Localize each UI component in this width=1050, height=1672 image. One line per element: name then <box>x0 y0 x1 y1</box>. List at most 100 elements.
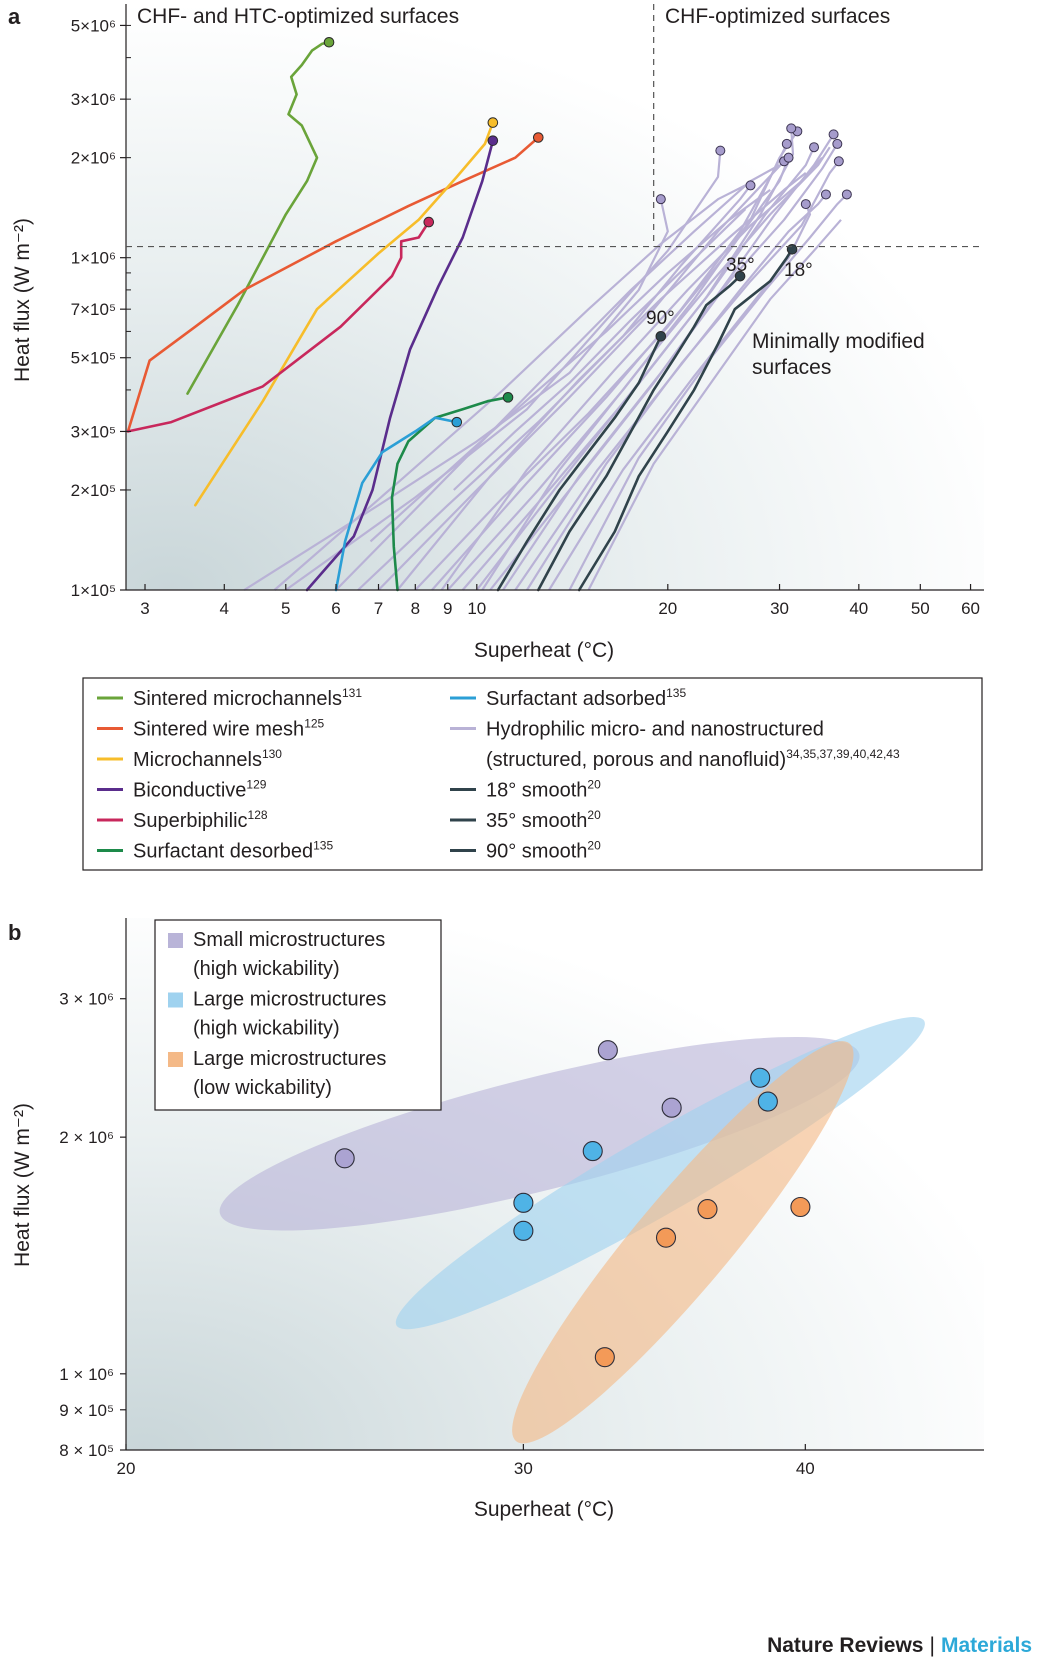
legend-swatch-large-high <box>168 992 183 1008</box>
legend-label: Surfactant adsorbed135 <box>486 686 686 710</box>
x-tick-label: 6 <box>331 599 340 618</box>
y-tick-label: 9 × 10⁵ <box>59 1401 114 1420</box>
region-label-minimal-1: Minimally modified <box>752 330 925 353</box>
panel-b-legend: Small microstructures (high wickability) L… <box>168 929 386 1099</box>
data-point-large-high <box>582 1141 603 1162</box>
hydrophilic-chf-marker <box>809 142 820 153</box>
legend-label-sub: (high wickability) <box>193 1018 340 1040</box>
chf-marker-sintered-microchannels <box>323 36 335 48</box>
y-tick-label: 2×10⁶ <box>71 149 116 168</box>
panel-b-y-ticks: 8 × 10⁵ 9 × 10⁵ 1 × 10⁶ 2 × 10⁶ 3 × 10⁶ <box>59 990 126 1460</box>
panel-b-y-axis-label: Heat flux (W m⁻²) <box>11 1103 34 1267</box>
data-point-large-high <box>513 1220 534 1241</box>
data-point-large-high <box>513 1192 534 1213</box>
legend-label: 35° smooth20 <box>486 808 601 832</box>
y-tick-label: 7×10⁵ <box>71 300 116 319</box>
legend-swatch-small-high <box>168 933 183 948</box>
journal-name: Nature Reviews <box>767 1634 924 1657</box>
journal-footer: Nature Reviews | Materials <box>767 1634 1032 1658</box>
data-point-large-low <box>655 1227 677 1248</box>
panel-a-letter: a <box>8 4 21 29</box>
hydrophilic-chf-marker <box>655 194 666 205</box>
hydrophilic-chf-marker <box>833 156 844 167</box>
x-tick-label: 4 <box>220 599 229 618</box>
chf-marker-surfactant-adsorbed <box>451 416 463 428</box>
chf-marker-smooth <box>734 270 746 282</box>
hydrophilic-curve <box>526 160 840 591</box>
legend-label: 18° smooth20 <box>486 778 601 802</box>
group-ellipse-small-high <box>219 1036 860 1231</box>
data-point-large-low <box>697 1199 718 1220</box>
hydrophilic-chf-marker <box>715 145 726 156</box>
x-tick-label: 8 <box>411 599 420 618</box>
panel-a-legend: Sintered microchannels131 Sintered wire m… <box>97 686 900 863</box>
hydrophilic-chf-marker <box>786 123 797 134</box>
series-line-sintered-wire-mesh <box>126 136 540 433</box>
hydrophilic-curve <box>243 198 669 591</box>
series-line-smooth <box>496 334 663 592</box>
hydrophilic-curve <box>502 143 839 591</box>
legend-label: Sintered wire mesh125 <box>133 717 325 741</box>
chf-marker-smooth <box>786 243 798 255</box>
hydrophilic-chf-marker <box>820 189 831 200</box>
series-line-microchannels <box>194 121 495 507</box>
angle-label-18: 18° <box>784 260 813 281</box>
legend-label: Small microstructures <box>193 929 385 951</box>
y-tick-label: 3 × 10⁶ <box>59 990 114 1009</box>
panel-a-plot-background <box>126 4 984 590</box>
hydrophilic-curve <box>396 172 807 591</box>
panel-a: a 3 4 5 6 7 8 9 10 20 30 40 50 60 1×10⁵ 2×10⁵ 3×10⁵ 5×1… <box>8 4 984 871</box>
group-ellipse-large-low <box>512 1041 854 1444</box>
hydrophilic-curve <box>453 208 747 491</box>
chf-marker-biconductive <box>487 135 499 146</box>
journal-section: Materials <box>940 1634 1032 1657</box>
panel-b: b 20 30 40 8 × 10⁵ 9 × 10⁵ 1 × 10⁶ 2 × 10⁶ 3 ×… <box>8 918 984 1521</box>
region-label-chf: CHF-optimized surfaces <box>665 5 890 28</box>
legend-label: Surfactant desorbed135 <box>133 839 333 863</box>
data-point-large-low <box>594 1347 615 1368</box>
hydrophilic-chf-marker <box>832 138 843 149</box>
y-tick-label: 1×10⁵ <box>71 581 116 600</box>
panel-b-points <box>334 1040 811 1368</box>
hydrophilic-chf-marker <box>828 129 839 140</box>
legend-label: Sintered microchannels131 <box>133 686 362 710</box>
hydrophilic-chf-marker <box>781 138 792 149</box>
journal-separator: | <box>929 1634 935 1657</box>
legend-label: Large microstructures <box>193 989 386 1011</box>
x-tick-label: 20 <box>658 599 677 618</box>
panel-a-x-ticks: 3 4 5 6 7 8 9 10 20 30 40 50 60 <box>140 584 980 618</box>
angle-label-90: 90° <box>646 308 675 329</box>
legend-label: Biconductive129 <box>133 778 267 802</box>
data-point-large-high <box>757 1091 778 1112</box>
x-tick-label: 7 <box>374 599 383 618</box>
hydrophilic-chf-marker <box>841 189 852 200</box>
legend-label-sub: (high wickability) <box>193 958 340 980</box>
y-tick-label: 3×10⁵ <box>71 422 116 441</box>
x-tick-label: 30 <box>770 599 789 618</box>
legend-label-sub: (low wickability) <box>193 1077 332 1099</box>
hydrophilic-curve <box>377 160 785 591</box>
x-tick-label: 40 <box>849 599 868 618</box>
series-line-superbiphilic <box>126 220 431 433</box>
x-tick-label: 3 <box>140 599 149 618</box>
hydrophilic-chf-marker <box>783 152 794 163</box>
panel-b-x-ticks: 20 30 40 <box>117 1444 815 1478</box>
hydrophilic-curve <box>446 130 799 591</box>
y-tick-label: 5×10⁶ <box>71 16 116 35</box>
y-tick-label: 3×10⁶ <box>71 90 116 109</box>
panel-a-legend-box <box>82 677 983 871</box>
series-line-surfactant-adsorbed <box>334 416 459 592</box>
data-point-small-high <box>661 1097 682 1118</box>
panel-a-series <box>126 40 794 592</box>
data-point-large-low <box>790 1196 811 1218</box>
y-tick-label: 5×10⁵ <box>71 349 116 368</box>
hydrophilic-curve <box>514 193 827 591</box>
hydrophilic-curve <box>548 203 812 591</box>
hydrophilic-curve <box>481 146 831 591</box>
panel-b-ellipses <box>219 1017 925 1444</box>
legend-label: 90° smooth20 <box>486 839 601 863</box>
x-tick-label: 10 <box>467 599 486 618</box>
y-tick-label: 2 × 10⁶ <box>59 1128 114 1147</box>
legend-label: Large microstructures <box>193 1048 386 1070</box>
